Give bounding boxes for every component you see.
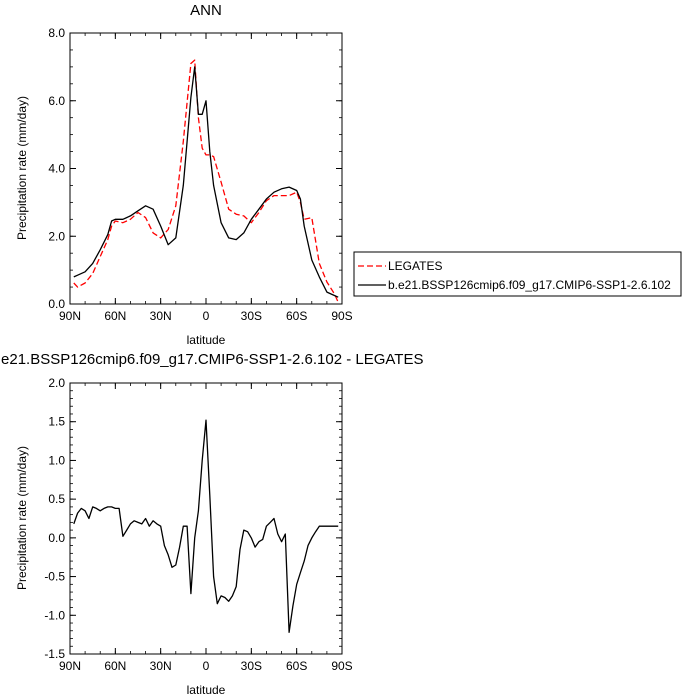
top-axis-ticks: 0.0 2.0 4.0 6.0 8.0 90N 60N 30N 0 30S 60S 90S xyxy=(48,26,352,323)
top-plot-frame xyxy=(69,32,343,305)
x-tick-label: 0 xyxy=(203,659,210,673)
x-tick-label: 30N xyxy=(150,659,172,673)
x-tick-label: 90N xyxy=(59,309,81,323)
bottom-chart-title: b.e21.BSSP126cmip6.f09_g17.CMIP6-SSP1-2.… xyxy=(0,351,423,368)
top-series-line-1 xyxy=(73,66,339,298)
y-tick-label: 8.0 xyxy=(48,26,65,40)
bottom-series-line-0 xyxy=(73,419,339,633)
x-tick-label: 60N xyxy=(104,659,126,673)
legend: LEGATES b.e21.BSSP126cmip6.f09_g17.CMIP6… xyxy=(353,251,682,297)
x-tick-label: 60S xyxy=(286,309,307,323)
x-tick-label: 60N xyxy=(104,309,126,323)
y-tick-label: 1.0 xyxy=(48,453,65,467)
bottom-x-axis-label: latitude xyxy=(187,683,226,697)
y-tick-label: 2.0 xyxy=(48,376,65,390)
bottom-y-axis-label: Precipitation rate (mm/day) xyxy=(15,446,29,590)
bottom-series-group xyxy=(73,419,339,633)
y-tick-label: 2.0 xyxy=(48,229,65,243)
top-series-line-0 xyxy=(73,59,339,303)
y-tick-label: -1.0 xyxy=(44,608,65,622)
x-tick-label: 60S xyxy=(286,659,307,673)
y-tick-label: 0.0 xyxy=(48,297,65,311)
top-series-group xyxy=(73,59,339,303)
legend-label-model: b.e21.BSSP126cmip6.f09_g17.CMIP6-SSP1-2.… xyxy=(388,278,671,292)
top-x-axis-label: latitude xyxy=(187,333,226,347)
x-tick-label: 30N xyxy=(150,309,172,323)
y-tick-label: 0.0 xyxy=(48,531,65,545)
legend-box xyxy=(353,251,682,297)
y-tick-label: -1.5 xyxy=(44,647,65,661)
x-tick-label: 30S xyxy=(241,309,262,323)
x-tick-label: 90S xyxy=(331,309,352,323)
top-chart-title: ANN xyxy=(190,2,222,19)
y-tick-label: 0.5 xyxy=(48,492,65,506)
x-tick-label: 0 xyxy=(203,309,210,323)
y-tick-label: 6.0 xyxy=(48,94,65,108)
bottom-axis-ticks: -1.5 -1.0 -0.5 0.0 0.5 1.0 1.5 2.0 90N 60N 30N 0 30S… xyxy=(44,376,352,673)
annual-precip-panel: ANN 0.0 2.0 4.0 6.0 8.0 90N 60N 30N 0 30S 60S 90S l… xyxy=(15,2,353,347)
legend-label-legates: LEGATES xyxy=(388,259,442,273)
top-y-axis-label: Precipitation rate (mm/day) xyxy=(15,96,29,240)
x-tick-label: 30S xyxy=(241,659,262,673)
difference-panel: b.e21.BSSP126cmip6.f09_g17.CMIP6-SSP1-2.… xyxy=(0,351,423,697)
y-tick-label: -0.5 xyxy=(44,570,65,584)
y-tick-label: 4.0 xyxy=(48,162,65,176)
y-tick-label: 1.5 xyxy=(48,415,65,429)
x-tick-label: 90S xyxy=(331,659,352,673)
x-tick-label: 90N xyxy=(59,659,81,673)
